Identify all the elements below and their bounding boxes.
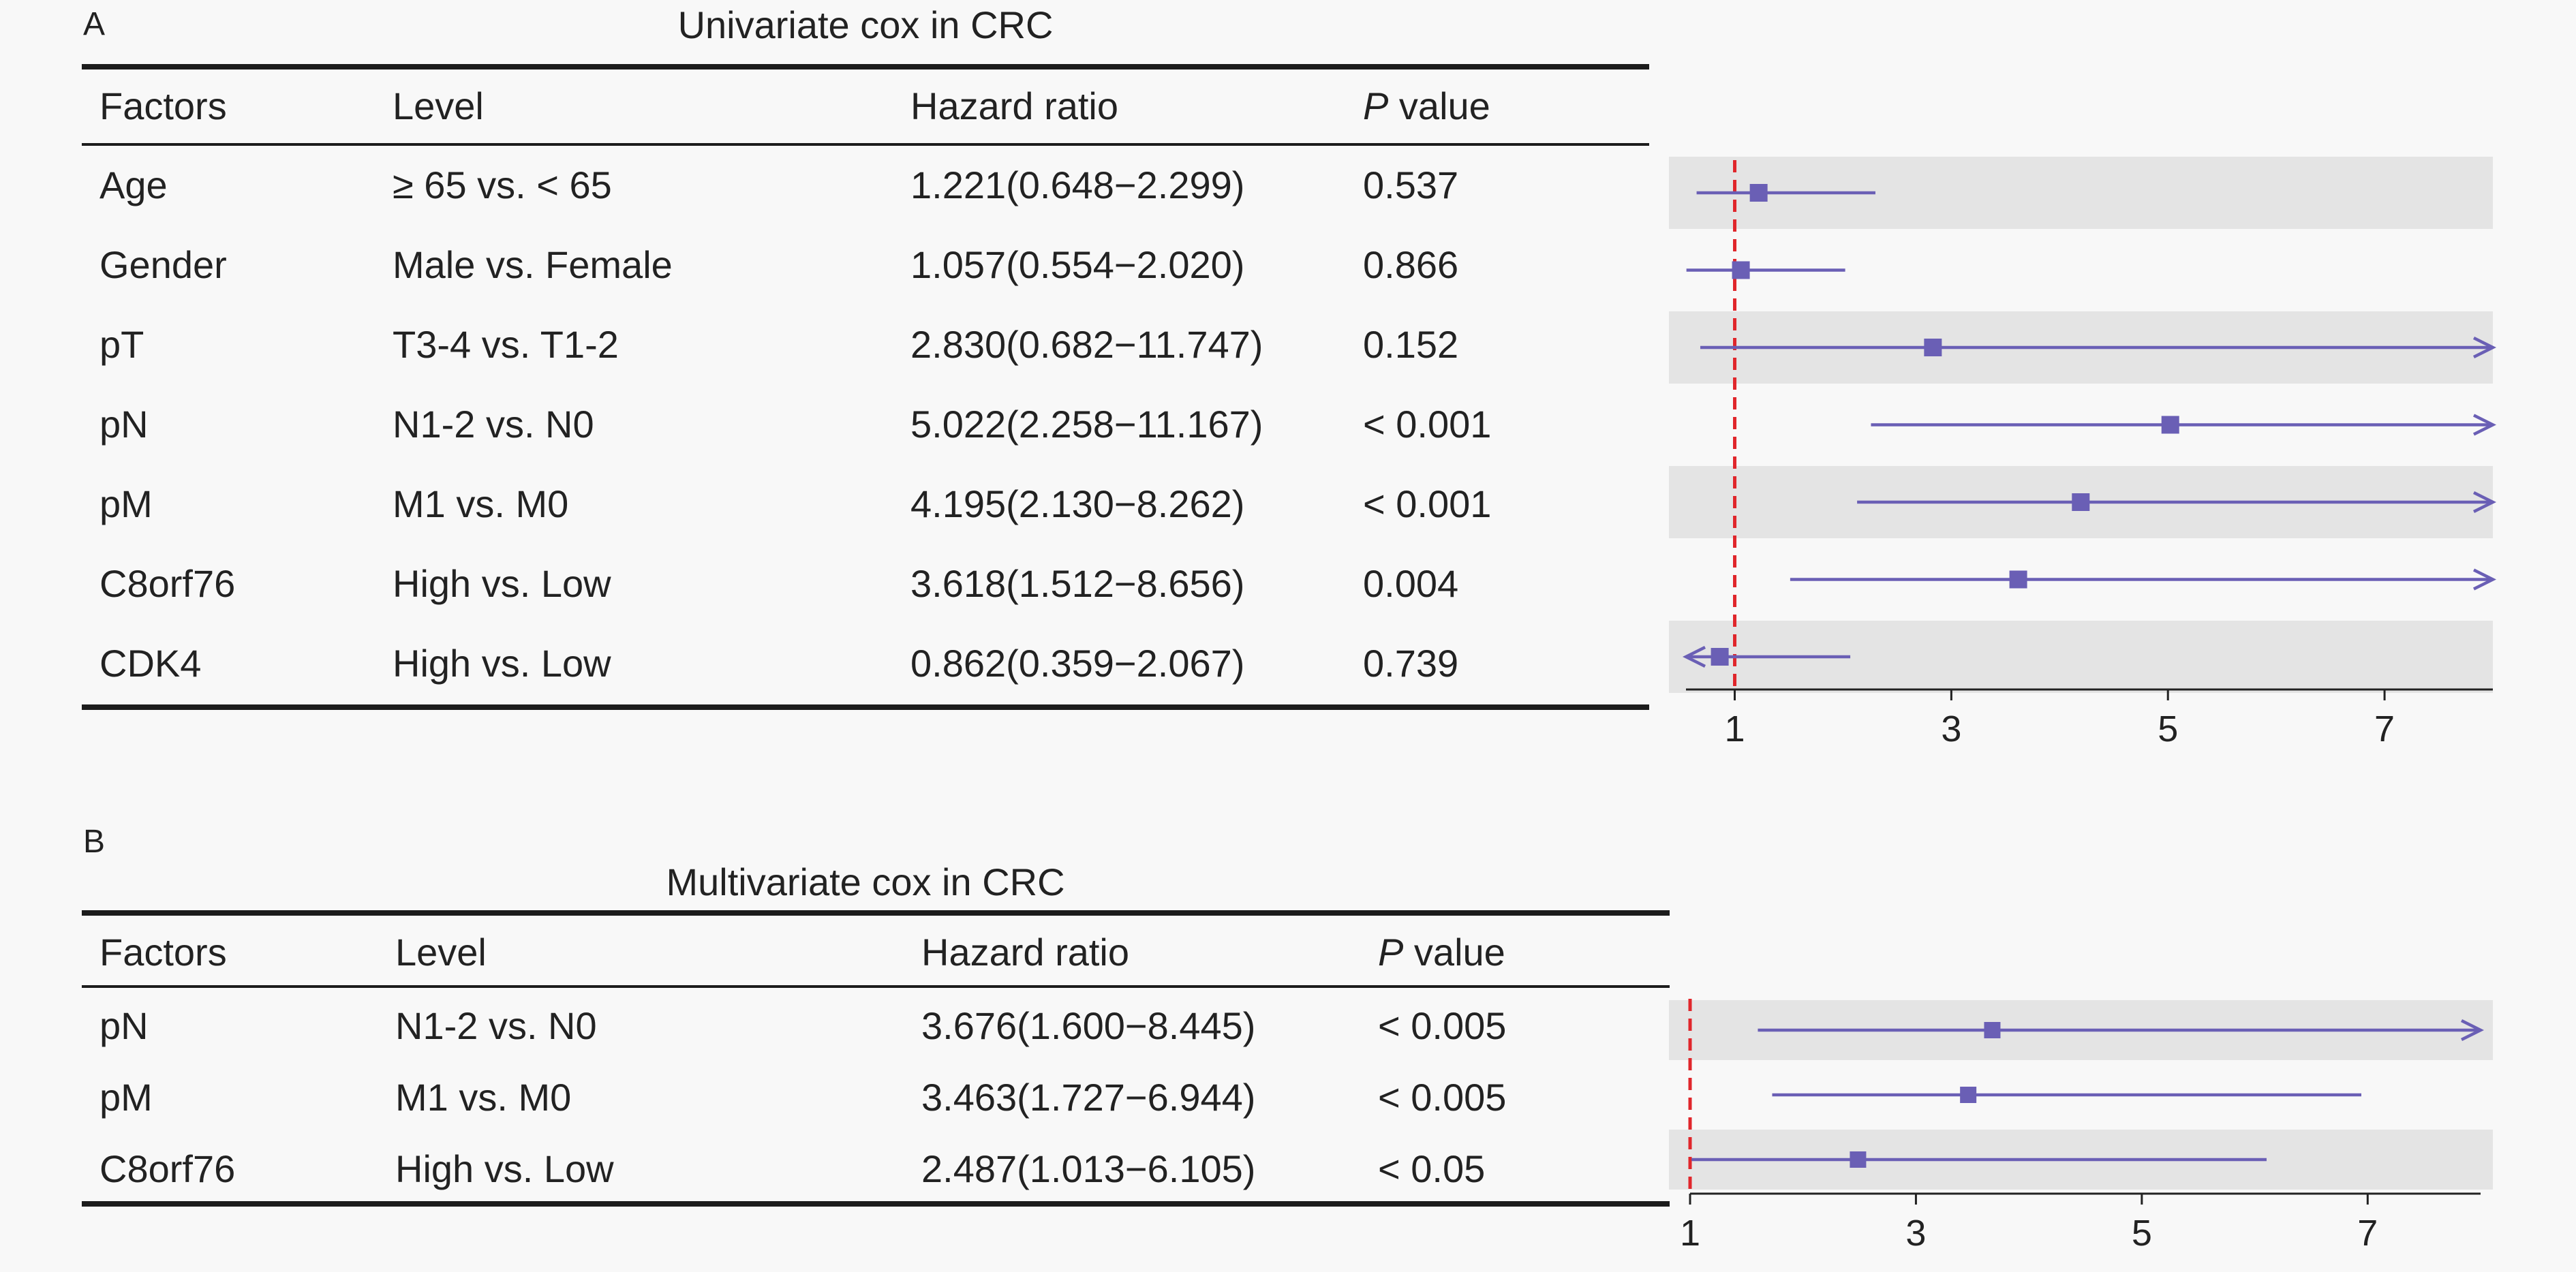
row-hazard-ratio: 2.830(0.682−11.747): [910, 323, 1263, 366]
row-level: High vs. Low: [393, 642, 611, 685]
header-level: Level: [395, 931, 487, 974]
row-hazard-ratio: 1.221(0.648−2.299): [910, 164, 1245, 206]
ci-arrow-right: [2460, 1019, 2485, 1042]
ci-arrow-right: [2472, 568, 2497, 591]
row-factor: CDK4: [99, 642, 202, 685]
row-p-value: < 0.05: [1378, 1147, 1486, 1190]
row-p-value: < 0.005: [1378, 1004, 1507, 1047]
row-factor: pM: [99, 482, 153, 525]
row-p-value: 0.004: [1363, 562, 1459, 605]
panel-b-title: Multivariate cox in CRC: [666, 860, 1065, 903]
hazard-ratio-marker: [1924, 339, 1942, 356]
row-level: T3-4 vs. T1-2: [393, 323, 619, 366]
hazard-ratio-marker: [2009, 570, 2027, 589]
row-factor: C8orf76: [99, 562, 236, 605]
row-hazard-ratio: 5.022(2.258−11.167): [910, 403, 1263, 446]
row-p-value: < 0.001: [1363, 403, 1492, 446]
row-hazard-ratio: 2.487(1.013−6.105): [921, 1147, 1256, 1190]
header-p-rest: value: [1388, 84, 1490, 127]
panel-a-title: Univariate cox in CRC: [677, 3, 1054, 46]
x-tick-label: 1: [1680, 1213, 1700, 1254]
hazard-ratio-marker: [1711, 648, 1729, 666]
ci-arrow-right: [2472, 336, 2497, 359]
ci-arrow-right: [2472, 491, 2497, 514]
x-tick-label: 5: [2158, 709, 2178, 749]
row-level: High vs. Low: [395, 1147, 614, 1190]
hazard-ratio-marker: [1732, 261, 1750, 279]
header-p-value: P value: [1363, 87, 1490, 125]
row-p-value: 0.152: [1363, 323, 1459, 366]
row-factor: C8orf76: [99, 1147, 236, 1190]
row-factor: pM: [99, 1076, 153, 1119]
row-factor: Age: [99, 164, 168, 206]
row-level: N1-2 vs. N0: [395, 1004, 597, 1047]
table-bottom-rule: [82, 704, 1649, 710]
x-tick-label: 7: [2357, 1213, 2378, 1254]
x-tick-label: 3: [1905, 1213, 1926, 1254]
row-factor: Gender: [99, 243, 227, 286]
row-level: ≥ 65 vs. < 65: [393, 164, 612, 206]
row-level: High vs. Low: [393, 562, 611, 605]
row-hazard-ratio: 3.676(1.600−8.445): [921, 1004, 1256, 1047]
x-tick-label: 3: [1941, 709, 1961, 749]
row-hazard-ratio: 1.057(0.554−2.020): [910, 243, 1245, 286]
x-tick-label: 7: [2374, 709, 2395, 749]
x-tick-label: 5: [2132, 1213, 2152, 1254]
x-tick-label: 1: [1724, 709, 1745, 749]
hazard-ratio-marker: [1749, 184, 1768, 202]
row-p-value: 0.866: [1363, 243, 1459, 286]
forest-svg: 1 3 5 7: [1669, 999, 2493, 1254]
header-p-italic: P: [1363, 84, 1389, 127]
header-p-italic: P: [1378, 931, 1404, 974]
row-p-value: < 0.005: [1378, 1076, 1507, 1119]
row-hazard-ratio: 3.618(1.512−8.656): [910, 562, 1245, 605]
hazard-ratio-marker: [1850, 1151, 1867, 1168]
header-factors: Factors: [99, 931, 227, 974]
row-hazard-ratio: 0.862(0.359−2.067): [910, 642, 1245, 685]
ci-arrow-left: [1682, 645, 1706, 668]
panel-a-label: A: [83, 6, 106, 42]
header-hazard-ratio: Hazard ratio: [921, 931, 1130, 974]
row-level: M1 vs. M0: [393, 482, 569, 525]
table-bottom-rule: [82, 1201, 1670, 1207]
table-header-rule: [82, 143, 1649, 146]
row-level: N1-2 vs. N0: [393, 403, 594, 446]
header-p-value: P value: [1378, 933, 1505, 972]
row-level: M1 vs. M0: [395, 1076, 572, 1119]
header-hazard-ratio: Hazard ratio: [910, 84, 1119, 127]
row-factor: pN: [99, 403, 149, 446]
row-hazard-ratio: 3.463(1.727−6.944): [921, 1076, 1256, 1119]
univariate-table: Factors Level Hazard ratio P value Age ≥ 65 v…: [82, 0, 1649, 749]
ci-arrow-right: [2472, 414, 2497, 436]
row-hazard-ratio: 4.195(2.130−8.262): [910, 482, 1245, 525]
multivariate-table: Factors Level Hazard ratio P value pN N1-2 vs…: [82, 0, 1670, 1272]
hazard-ratio-marker: [2072, 493, 2090, 511]
hazard-ratio-marker: [1960, 1087, 1977, 1103]
header-factors: Factors: [99, 84, 227, 127]
hazard-ratio-marker: [1984, 1022, 2001, 1038]
row-p-value: 0.537: [1363, 164, 1459, 206]
row-p-value: < 0.001: [1363, 482, 1492, 525]
table-top-rule: [82, 64, 1649, 69]
row-level: Male vs. Female: [393, 243, 673, 286]
header-level: Level: [393, 84, 484, 127]
header-p-rest: value: [1403, 931, 1505, 974]
table-header-rule: [82, 985, 1670, 988]
forest-svg: 1 3 5 7: [1669, 157, 2497, 749]
table-top-rule: [82, 910, 1670, 916]
hazard-ratio-marker: [2161, 416, 2179, 434]
row-p-value: 0.739: [1363, 642, 1459, 685]
row-factor: pN: [99, 1004, 149, 1047]
panel-b-label: B: [83, 824, 106, 860]
row-factor: pT: [99, 323, 144, 366]
